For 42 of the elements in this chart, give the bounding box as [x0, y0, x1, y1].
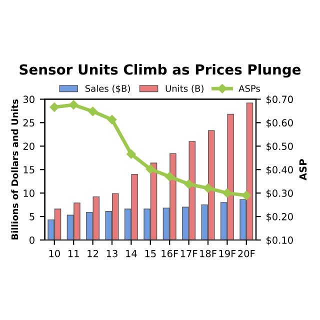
point [203, 184, 213, 193]
x-tick-label: 11 [68, 250, 79, 258]
y-tick-label: 10 [24, 190, 34, 197]
y-tick-label: 30 [23, 96, 34, 104]
x-tick-label: 13 [106, 250, 118, 258]
x-tick-label: 20F [238, 250, 255, 258]
point [107, 114, 117, 124]
y-tick-label: 15 [24, 166, 34, 174]
legend-label: Sales ($B) [85, 84, 130, 94]
point [242, 190, 252, 200]
y-tick-label: 5 [30, 213, 34, 220]
point [126, 149, 136, 159]
point [222, 188, 232, 198]
x-tick-label: 12 [88, 250, 98, 258]
y-tick-label: 20 [23, 142, 34, 150]
legend-label: Units (B) [166, 84, 204, 93]
x-tick-label: 16F [162, 250, 178, 258]
y2-tick-label: $0.50 [266, 142, 293, 152]
x-tick-label: 15 [145, 250, 156, 258]
y2-tick-label: $0.10 [266, 236, 293, 246]
point [68, 100, 78, 110]
y2-tick-label: $0.20 [266, 212, 293, 222]
point [146, 164, 156, 174]
y2-tick-label: $0.60 [266, 118, 293, 128]
point [184, 180, 194, 189]
y2-axis-title: ASP [299, 159, 307, 180]
y-tick-label: 0 [30, 236, 34, 244]
chart-title: Sensor Units Climb as Prices Plunge [20, 64, 301, 78]
y-tick-label: 25 [23, 119, 34, 126]
x-tick-label: 18F [200, 250, 216, 258]
point [164, 172, 174, 182]
y-axis-title: Billions of Dollars and Units [11, 99, 18, 240]
legend-label: ASPs [238, 85, 260, 92]
x-tick-label: 10 [49, 250, 60, 258]
y2-tick-label: $0.30 [266, 189, 293, 198]
x-tick-label: 17F [180, 250, 198, 258]
y2-tick-label: $0.70 [266, 96, 293, 104]
point [50, 102, 60, 112]
y2-tick-label: $0.40 [266, 166, 293, 175]
x-tick-label: 19F [219, 250, 236, 258]
x-tick-label: 14 [126, 250, 137, 258]
point [88, 106, 98, 116]
